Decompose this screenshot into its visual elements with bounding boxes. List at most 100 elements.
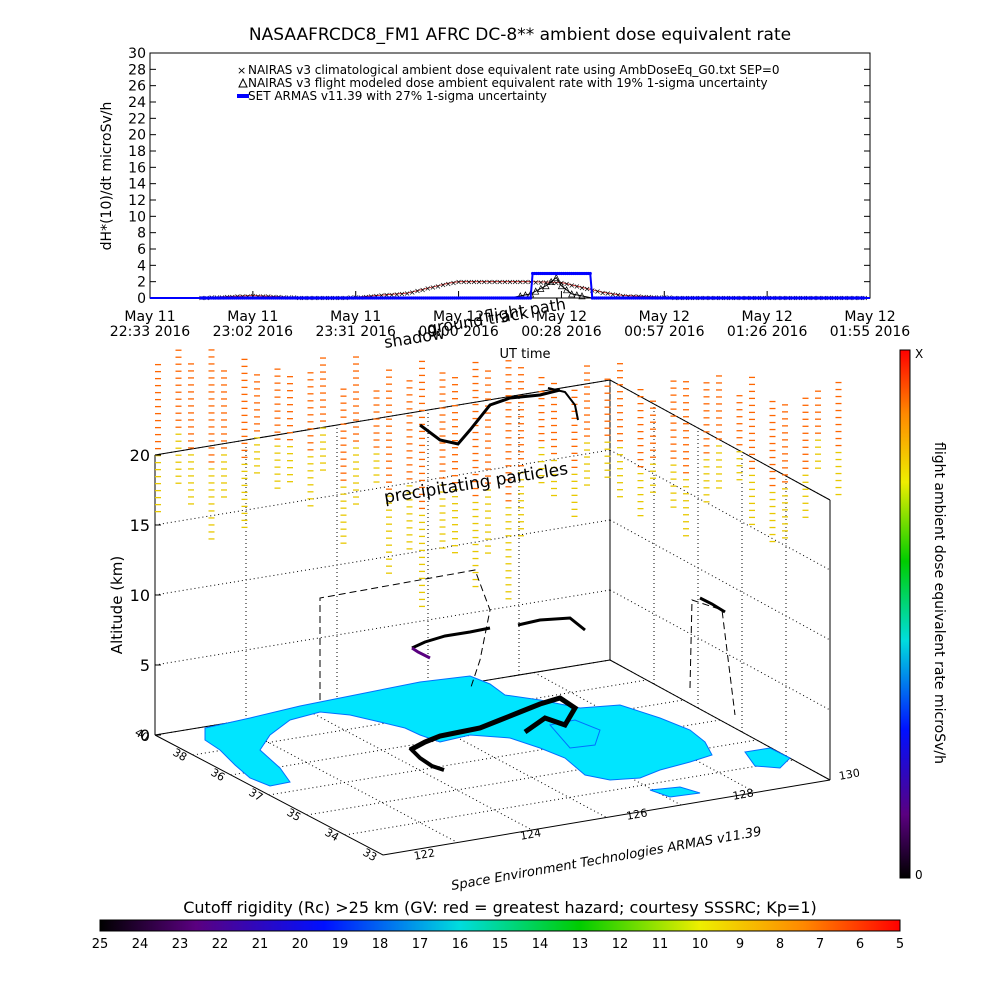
- rigidity-colorbar: [99, 919, 901, 932]
- data-point: ×: [574, 282, 581, 291]
- data-point: ×: [563, 280, 570, 289]
- rigidity-tick-label: 18: [372, 937, 389, 952]
- x-tick-label-date: May 12: [433, 309, 484, 325]
- grid-line-right: [609, 379, 831, 501]
- data-point: ×: [507, 278, 514, 287]
- data-point: ×: [604, 289, 611, 298]
- data-point: ×: [532, 278, 539, 287]
- data-point: ×: [409, 288, 416, 297]
- data-point: ×: [440, 281, 447, 290]
- data-point: ×: [373, 292, 380, 301]
- ground-track: [408, 695, 579, 753]
- data-point: ×: [234, 292, 241, 301]
- data-point: ×: [368, 292, 375, 301]
- dose-colorbar-min: 0: [915, 868, 923, 882]
- rigidity-tick-label: 12: [612, 937, 629, 952]
- data-point: [862, 296, 866, 300]
- data-point: ×: [445, 279, 452, 288]
- data-point: [528, 296, 533, 300]
- y-tick-label: 18: [128, 144, 146, 160]
- x-tick-label-time: 23:31 2016: [315, 324, 396, 340]
- grid-line-right: [609, 589, 831, 711]
- data-point: [547, 277, 555, 286]
- x-tick-label-date: May 12: [536, 309, 587, 325]
- rigidity-tick-label: 10: [692, 937, 709, 952]
- latitude-tick-label: 38: [170, 746, 189, 764]
- x-tick-label-time: 23:02 2016: [213, 324, 294, 340]
- latitude-tick-label: 36: [208, 766, 227, 784]
- y-tick-label: 22: [128, 111, 146, 127]
- y-tick-label: 24: [128, 95, 146, 111]
- data-point: ×: [430, 283, 437, 292]
- data-point: ×: [568, 281, 575, 290]
- legend-entry: NAIRAS v3 flight modeled dose ambient eq…: [248, 76, 768, 90]
- data-point: ×: [455, 278, 462, 287]
- shadow-path-east: [689, 599, 736, 716]
- data-point: ×: [378, 291, 385, 300]
- dose-colorbar-max: X: [915, 347, 923, 361]
- floor-grid-line: [230, 699, 684, 776]
- grid-line-right: [609, 659, 831, 781]
- rigidity-tick-label: 17: [412, 937, 429, 952]
- rigidity-colorbar-title: Cutoff rigidity (Rc) >25 km (GV: red = g…: [183, 898, 817, 917]
- data-point: [542, 281, 550, 290]
- data-point: ×: [419, 285, 426, 294]
- x-tick-label-time: 00:00 2016: [418, 324, 499, 340]
- rigidity-tick-label: 6: [856, 937, 864, 952]
- data-point: ×: [625, 292, 632, 301]
- flight-segment-cruise: [411, 626, 491, 650]
- data-point: ×: [394, 290, 401, 299]
- data-point: [573, 291, 581, 299]
- data-point: ×: [620, 292, 627, 301]
- x-tick-label-time: 01:26 2016: [727, 324, 808, 340]
- altitude-axis: 0 5 10 15 20: [130, 446, 161, 745]
- top-x-axis-label: UT time: [500, 347, 551, 362]
- y-tick-label: 26: [128, 79, 146, 95]
- rigidity-tick-label: 7: [816, 937, 824, 952]
- x-tick-label-time: 01:55 2016: [830, 324, 911, 340]
- latitude-tick-label: 34: [322, 826, 341, 844]
- y-tick-label: 4: [137, 258, 146, 274]
- data-point: [552, 273, 560, 281]
- data-point: ×: [471, 278, 478, 287]
- data-point: ×: [635, 292, 642, 301]
- grid-line-back: [154, 379, 611, 456]
- data-point: ×: [553, 278, 560, 287]
- rigidity-tick-label: 5: [896, 937, 904, 952]
- flight-segment-aloft: [419, 388, 561, 446]
- y-tick-label: 28: [128, 62, 146, 78]
- y-tick-label: 20: [128, 128, 146, 144]
- data-point: ×: [486, 278, 493, 287]
- data-point: ×: [383, 291, 390, 300]
- data-point: ×: [265, 292, 272, 301]
- grid-line-right: [609, 519, 831, 641]
- longitude-tick-label: 126: [625, 806, 648, 822]
- latitude-tick-label: 33: [360, 846, 379, 864]
- rigidity-colorbar-labels: 25 24 23 22 21 20 19 18 17 16 15 14 13 12 11 10 9 8 7 6 5: [92, 937, 904, 952]
- x-tick-label-date: May 11: [124, 309, 175, 325]
- rigidity-tick-label: 25: [92, 937, 109, 952]
- data-point: [537, 284, 545, 292]
- rigidity-tick-label: 23: [172, 937, 189, 952]
- grid-line-back: [154, 519, 611, 596]
- data-point: ×: [522, 278, 529, 287]
- rigidity-tick-label: 22: [212, 937, 229, 952]
- data-point: ×: [255, 292, 262, 301]
- rigidity-tick-label: 16: [452, 937, 469, 952]
- altitude-tick-label: 5: [140, 656, 150, 675]
- x-tick-label-date: May 11: [330, 309, 381, 325]
- altitude-axis-label: Altitude (km): [108, 556, 126, 654]
- data-point: ×: [512, 278, 519, 287]
- grid-line-right: [609, 449, 831, 571]
- shadow-path: [319, 569, 491, 700]
- legend-entry: SET ARMAS v11.39 with 27% 1-sigma uncert…: [248, 89, 547, 103]
- altitude-tick-label: 15: [130, 516, 150, 535]
- rigidity-tick-label: 11: [652, 937, 669, 952]
- legend-marker: [237, 94, 249, 98]
- rigidity-tick-label: 20: [292, 937, 309, 952]
- data-point: [588, 271, 592, 276]
- data-point: ×: [460, 278, 467, 287]
- y-tick-label: 10: [128, 209, 146, 225]
- y-tick-label: 16: [128, 160, 146, 176]
